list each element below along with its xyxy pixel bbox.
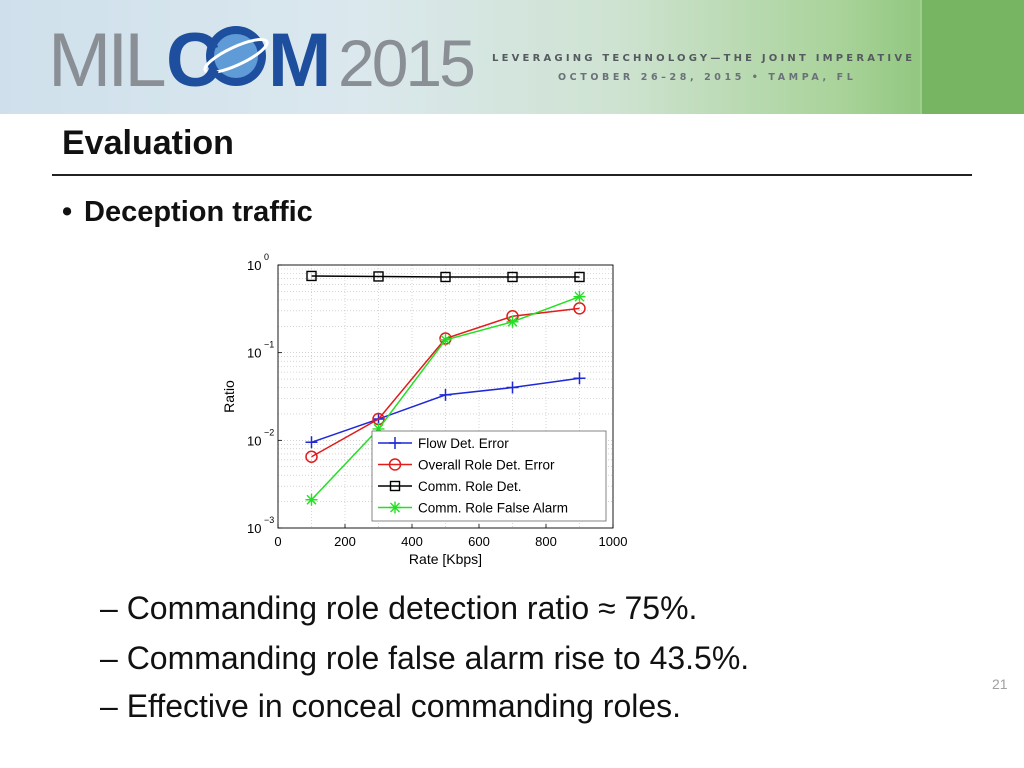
data-point [306,270,317,282]
legend-label: Comm. Role False Alarm [418,501,568,516]
legend-item: Overall Role Det. Error [378,458,555,473]
data-point [506,381,519,394]
y-axis-label: Ratio [221,380,237,413]
series-flow-det-error [305,372,586,449]
banner-accent [920,0,1024,114]
data-point [573,372,586,385]
x-tick-label: 200 [334,534,356,549]
data-point [506,315,519,328]
svg-text:M: M [268,18,331,96]
page-number: 21 [992,676,1008,692]
x-tick-label: 400 [401,534,423,549]
data-point [573,290,586,303]
subpoint-1: – Commanding role detection ratio ≈ 75%. [100,590,698,626]
x-tick-label: 800 [535,534,557,549]
legend-item: Flow Det. Error [378,436,509,451]
legend-label: Overall Role Det. Error [418,458,555,473]
subpoint-3: – Effective in conceal commanding roles. [100,688,682,724]
data-point [388,458,402,471]
data-point [389,480,401,492]
data-point [305,450,318,463]
legend-item: Comm. Role Det. [378,479,522,494]
y-tick-label: 10 [247,346,261,361]
x-tick-label: 600 [468,534,490,549]
milcom-logo: MIL C M 2015 [48,18,476,96]
bullet-text: Deception traffic [84,196,313,228]
svg-text:C: C [166,18,221,96]
x-tick-label: 1000 [599,534,628,549]
title-divider [52,174,972,176]
subpoint-2: – Commanding role false alarm rise to 43… [100,640,750,676]
data-point [573,302,586,315]
data-point [305,436,318,449]
banner-tagline: LEVERAGING TECHNOLOGY—THE JOINT IMPERATI… [492,53,916,64]
plot-area [277,264,614,529]
series-comm-role-det [306,270,585,283]
y-tick-exponent: −1 [264,340,274,350]
banner-dates: OCTOBER 26–28, 2015 • TAMPA, FL [558,72,857,83]
data-point [507,271,518,283]
svg-text:MIL: MIL [48,18,164,96]
data-point [440,271,451,283]
y-tick-label: 10 [247,258,261,273]
y-tick-exponent: 0 [264,252,269,262]
series-comm-role-false-alarm [305,290,586,506]
legend-box [371,430,607,522]
data-point [574,271,585,283]
data-point [373,271,384,282]
legend-item: Comm. Role False Alarm [378,501,568,516]
page-title: Evaluation [62,124,234,162]
y-tick-label: 10 [247,433,261,448]
legend-label: Comm. Role Det. [418,479,522,494]
x-axis-label: Rate [Kbps] [409,551,482,567]
data-point [389,437,401,449]
legend: Flow Det. Error Overall Role Det. Error Co… [371,430,607,522]
legend-label: Flow Det. Error [418,436,509,451]
x-tick-label: 0 [274,534,281,549]
svg-text:2015: 2015 [338,26,473,96]
data-point [305,493,318,506]
data-point [439,333,452,346]
data-point [439,388,452,401]
y-tick-label: 10 [247,521,261,536]
data-point [389,501,401,514]
bullet-dot: • [62,196,73,228]
y-tick-exponent: −2 [264,427,274,437]
data-point [372,422,385,435]
header-banner: MIL C M 2015 LEVERAGING TECHNOLOGY—THE J… [0,0,1024,114]
y-tick-exponent: −3 [264,515,274,525]
bullet-point: • Deception traffic [62,196,313,229]
series-line [311,275,580,278]
